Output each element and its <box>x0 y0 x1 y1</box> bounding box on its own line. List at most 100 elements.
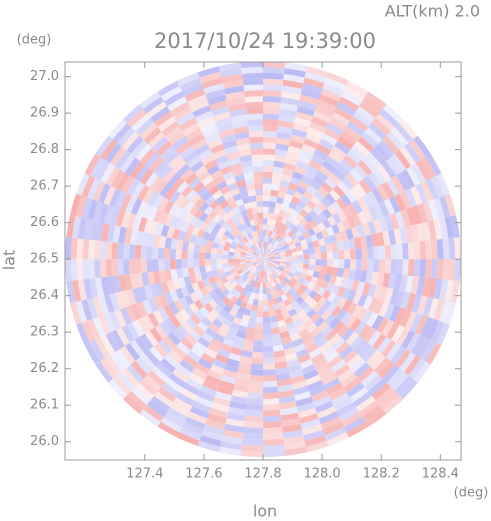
echo-cell <box>266 249 271 255</box>
echo-cell <box>105 166 120 186</box>
echo-cell <box>278 185 288 194</box>
echo-cell <box>252 237 258 244</box>
echo-cell <box>100 335 116 356</box>
echo-cell <box>263 241 265 248</box>
echo-cell <box>271 178 282 186</box>
echo-cell <box>311 390 329 403</box>
echo-cell <box>222 288 231 297</box>
echo-cell <box>371 314 384 331</box>
echo-cell <box>110 329 125 349</box>
echo-cell <box>415 315 428 335</box>
echo-cell <box>416 276 425 296</box>
x-tick-label: 128.2 <box>363 467 400 482</box>
echo-cell <box>430 175 445 198</box>
echo-cell <box>343 377 361 393</box>
echo-cell <box>245 303 253 311</box>
echo-cell <box>315 336 329 348</box>
echo-cell <box>183 232 192 243</box>
echo-cell <box>290 209 300 219</box>
echo-cell <box>263 403 280 411</box>
echo-cell <box>263 166 274 173</box>
echo-cell <box>308 290 318 300</box>
echo-cell <box>266 236 271 243</box>
echo-cell <box>194 197 206 209</box>
echo-cell <box>233 384 249 393</box>
echo-cell <box>154 324 168 340</box>
echo-cell <box>258 259 263 264</box>
echo-cell <box>258 255 263 260</box>
echo-cell <box>228 255 235 260</box>
echo-cell <box>197 357 213 370</box>
echo-cell <box>328 150 343 164</box>
echo-cell <box>153 160 169 176</box>
echo-cell <box>169 248 177 260</box>
echo-cell <box>242 246 249 252</box>
echo-cell <box>353 339 368 354</box>
echo-cell <box>176 112 195 126</box>
echo-cell <box>255 287 260 294</box>
echo-cell <box>160 224 170 238</box>
echo-cell <box>84 342 101 365</box>
echo-cell <box>225 313 236 323</box>
echo-cell <box>276 215 284 223</box>
echo-cell <box>187 267 195 276</box>
echo-cell <box>114 309 127 328</box>
echo-cell <box>363 327 377 343</box>
echo-cell <box>319 244 327 253</box>
echo-cell <box>210 170 223 181</box>
echo-cell <box>231 389 248 399</box>
echo-cell <box>173 397 193 412</box>
echo-cell <box>191 226 200 237</box>
echo-cell <box>410 276 420 295</box>
echo-cell <box>370 233 379 247</box>
echo-cell <box>399 309 412 328</box>
echo-cell <box>251 225 257 232</box>
echo-cell <box>300 88 321 100</box>
echo-cell <box>101 276 110 296</box>
echo-cell <box>357 136 375 153</box>
echo-cell <box>169 314 181 329</box>
echo-cell <box>317 222 326 232</box>
echo-cell <box>399 191 412 210</box>
echo-cell <box>312 284 321 294</box>
echo-cell <box>300 218 309 227</box>
echo-cell <box>282 168 294 177</box>
echo-cell <box>263 317 271 324</box>
echo-cell <box>385 342 402 361</box>
echo-cell <box>343 126 361 141</box>
echo-cell <box>72 216 82 239</box>
echo-cell <box>318 238 326 247</box>
echo-cell <box>357 366 375 383</box>
echo-cell <box>288 288 296 296</box>
echo-cell <box>383 303 395 320</box>
echo-cell <box>277 191 287 199</box>
echo-cell <box>163 304 175 318</box>
echo-cell <box>305 132 322 144</box>
echo-cell <box>263 254 268 260</box>
y-tick-label: 26.9 <box>30 106 59 121</box>
echo-cell <box>228 102 246 112</box>
echo-cell <box>175 140 192 155</box>
echo-cell <box>131 198 143 215</box>
echo-cell <box>270 219 277 227</box>
echo-cell <box>183 354 198 368</box>
echo-cell <box>172 345 187 360</box>
echo-cell <box>294 241 302 248</box>
echo-cell <box>194 299 204 310</box>
echo-cell <box>144 172 159 188</box>
echo-cell <box>311 116 329 128</box>
echo-cell <box>263 392 279 399</box>
echo-cell <box>105 241 113 260</box>
echo-cell <box>264 241 267 248</box>
echo-cell <box>271 246 277 252</box>
echo-cell <box>261 247 263 254</box>
echo-cell <box>365 270 373 284</box>
echo-cell <box>416 203 428 223</box>
echo-cell <box>420 180 434 202</box>
echo-cell <box>388 196 401 213</box>
echo-cell <box>202 127 219 139</box>
echo-cell <box>212 358 227 370</box>
echo-cell <box>352 391 372 408</box>
echo-cell <box>234 174 245 183</box>
echo-cell <box>278 229 285 237</box>
